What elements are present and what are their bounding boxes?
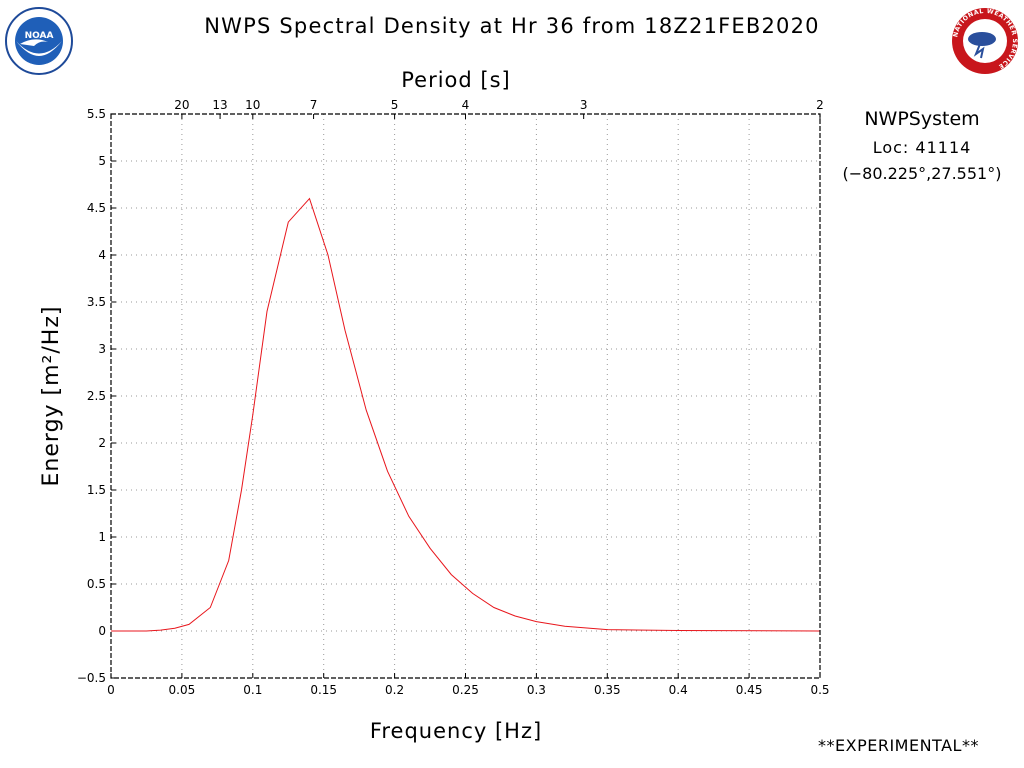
x-tick-label: 0	[107, 683, 115, 697]
spectral-density-line	[111, 197, 821, 632]
y-tick-label: 5.5	[87, 107, 106, 121]
y-tick-label: −0.5	[77, 671, 106, 685]
location-id: Loc: 41114	[872, 138, 972, 157]
period-tick-label: 5	[391, 98, 399, 112]
y-tick-label: 5	[98, 154, 106, 168]
plot-frame	[110, 113, 821, 679]
y-axis-label: Energy [m²/Hz]	[39, 306, 64, 487]
x-tick-label: 0.5	[810, 683, 829, 697]
noaa-logo-icon: NOAA	[5, 7, 73, 75]
y-axis-ticks: −0.5 0 0.5 1 1.5 2 2.5 3 3.5 4 4.5 5 5.5	[77, 107, 116, 685]
y-tick-label: 4.5	[87, 201, 106, 215]
y-tick-label: 2.5	[87, 389, 106, 403]
y-tick-label: 1.5	[87, 483, 106, 497]
nws-logo: NATIONAL WEATHER SERVICE	[950, 6, 1020, 76]
period-tick-label: 2	[816, 98, 824, 112]
y-tick-label: 1	[98, 530, 106, 544]
period-axis-ticks: 20 13 10 7 5 4 3 2	[174, 98, 824, 119]
x-axis-label: Frequency [Hz]	[370, 719, 542, 743]
period-tick-label: 13	[212, 98, 227, 112]
x-tick-label: 0.35	[594, 683, 621, 697]
x-tick-label: 0.15	[310, 683, 337, 697]
y-tick-label: 0.5	[87, 577, 106, 591]
period-axis-label: Period [s]	[401, 68, 510, 92]
nws-logo-icon: NATIONAL WEATHER SERVICE	[952, 8, 1018, 74]
y-tick-label: 3	[98, 342, 106, 356]
noaa-logo: NOAA	[4, 6, 74, 76]
x-tick-label: 0.25	[452, 683, 479, 697]
x-tick-label: 0.45	[736, 683, 763, 697]
location-coords: (−80.225°,27.551°)	[842, 164, 1002, 183]
y-tick-label: 3.5	[87, 295, 106, 309]
period-tick-label: 20	[174, 98, 189, 112]
x-axis-ticks: 0 0.05 0.1 0.15 0.2 0.25 0.3 0.35 0.4 0.45 0.5	[107, 673, 830, 697]
y-tick-label: 0	[98, 624, 106, 638]
noaa-logo-text: NOAA	[25, 31, 54, 41]
chart-title: NWPS Spectral Density at Hr 36 from 18Z2…	[204, 14, 820, 38]
period-tick-label: 7	[310, 98, 318, 112]
system-name: NWPSystem	[864, 108, 980, 130]
x-tick-label: 0.1	[243, 683, 262, 697]
grid	[111, 114, 820, 678]
period-tick-label: 4	[462, 98, 470, 112]
y-tick-label: 2	[98, 436, 106, 450]
y-tick-label: 4	[98, 248, 106, 262]
period-tick-label: 3	[580, 98, 588, 112]
x-tick-label: 0.4	[669, 683, 688, 697]
experimental-label: **EXPERIMENTAL**	[818, 736, 979, 755]
period-tick-label: 10	[245, 98, 260, 112]
x-tick-label: 0.3	[527, 683, 546, 697]
x-tick-label: 0.2	[385, 683, 404, 697]
x-tick-label: 0.05	[169, 683, 196, 697]
